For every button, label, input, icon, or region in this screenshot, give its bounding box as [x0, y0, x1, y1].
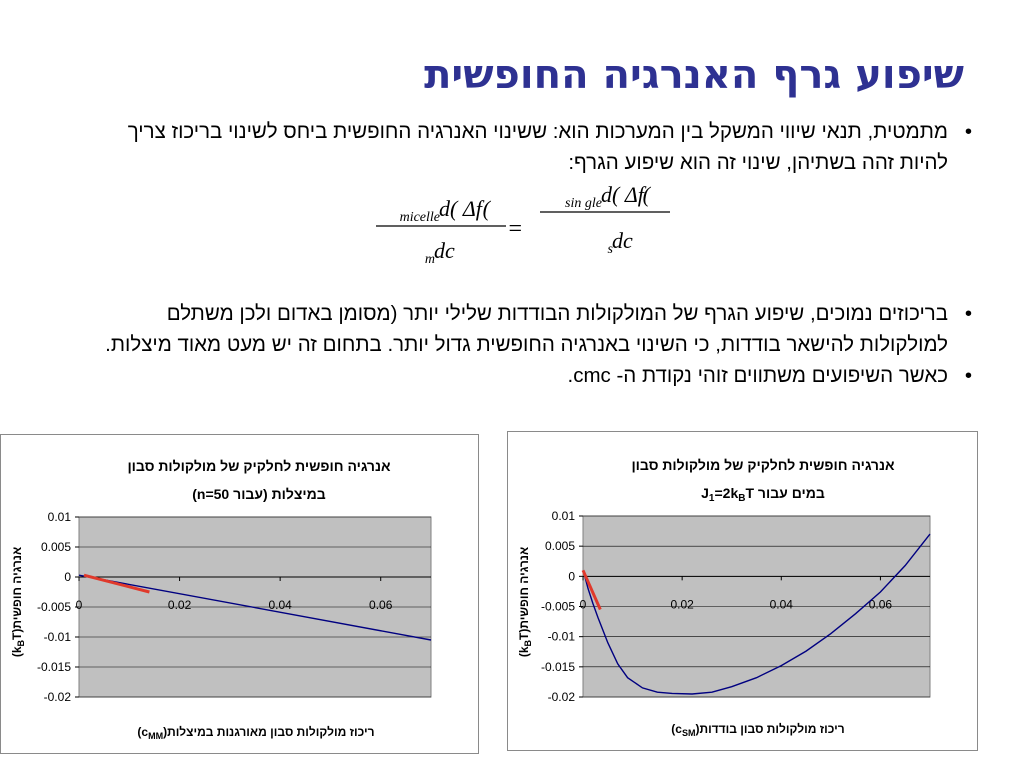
- formula-lhs-close: ): [483, 196, 492, 221]
- x-tick-label: 0: [580, 597, 587, 611]
- y-tick-label: -0.02: [44, 690, 72, 704]
- formula-lhs-subscript: micelle: [400, 210, 440, 225]
- x-tick-label: 0.06: [869, 597, 893, 611]
- page-title: שיפוע גרף האנרגיה החופשית: [424, 52, 964, 98]
- formula-svg: d( Δf micelle ) dc m = d( Δf sin gle ) d…: [376, 182, 670, 267]
- bullet-text-3: כאשר השיפועים משתווים זוהי נקודת ה- cmc.: [567, 364, 948, 387]
- plot-area: 0.01 0.005 0 -0.005 -0.01 -0.015 -0.02 0 0.02 0.0…: [541, 509, 931, 704]
- micelle-free-energy-chart: אנרגיה חופשית לחלקיק של מולקולות סבון במ…: [0, 434, 479, 754]
- y-tick-label: 0: [568, 569, 575, 583]
- series-line: [583, 533, 931, 695]
- chart-title-line-1: אנרגיה חופשית לחלקיק של מולקולות סבון: [127, 458, 391, 474]
- plot-area: 0.01 0.005 0 -0.005 -0.01 -0.015 -0.02 0 0.02 0.0…: [37, 510, 432, 704]
- formula-lhs-numerator: d( Δf: [439, 196, 485, 221]
- micelle-chart-svg: אנרגיה חופשית לחלקיק של מולקולות סבון במ…: [10, 458, 432, 741]
- x-tick-label: 0.04: [770, 597, 794, 611]
- formula-rhs-denominator: dc: [612, 228, 633, 253]
- y-tick-label: -0.005: [37, 600, 71, 614]
- y-tick-label: -0.015: [541, 660, 575, 674]
- y-axis-label: אנרגיה חופשית(kBT): [10, 547, 26, 657]
- y-axis-label: אנרגיה חופשית(kBT): [517, 547, 533, 657]
- bullet-marker: •: [964, 302, 972, 325]
- formula-equals: =: [508, 216, 522, 242]
- x-tick-label: 0.06: [369, 598, 393, 612]
- x-tick-label: 0.02: [168, 598, 192, 612]
- y-tick-label: -0.015: [37, 660, 71, 674]
- y-tick-label: -0.01: [548, 630, 576, 644]
- bullet-text-1: מתמטית, תנאי שיווי המשקל בין המערכות הוא…: [127, 120, 948, 174]
- x-tick-label: 0.04: [268, 598, 292, 612]
- bullet-item-3: • כאשר השיפועים משתווים זוהי נקודת ה- cm…: [74, 360, 974, 391]
- x-tick-label: 0: [76, 598, 83, 612]
- y-tick-label: 0.005: [41, 540, 71, 554]
- y-tick-label: 0.01: [48, 510, 72, 524]
- steep-slope-highlight: [581, 569, 602, 611]
- y-tick-label: -0.005: [541, 600, 575, 614]
- bullet-marker: •: [964, 120, 972, 143]
- y-tick-label: 0.01: [552, 509, 576, 523]
- single-molecule-free-energy-chart: אנרגיה חופשית לחלקיק של מולקולות סבון במ…: [507, 431, 978, 751]
- formula-rhs-subscript: sin gle: [565, 196, 602, 211]
- y-tick-label: -0.02: [548, 690, 576, 704]
- bullet-marker: •: [964, 364, 972, 387]
- formula-rhs-close: ): [643, 182, 652, 207]
- chart-title-line-2: במים עבור J1=2kBT: [701, 485, 825, 504]
- slope-equality-formula: d( Δf micelle ) dc m = d( Δf sin gle ) d…: [74, 178, 974, 298]
- y-tick-label: -0.01: [44, 630, 72, 644]
- bullet-list: • מתמטית, תנאי שיווי המשקל בין המערכות ה…: [74, 116, 974, 391]
- steep-slope-highlight: [83, 573, 150, 594]
- bullet-item-1: • מתמטית, תנאי שיווי המשקל בין המערכות ה…: [74, 116, 974, 178]
- chart-title-line-2: במיצלות (עבור n=50): [192, 486, 326, 502]
- formula-rhs-numerator: d( Δf: [601, 182, 647, 207]
- series-line: [78, 574, 432, 641]
- formula-lhs-denominator: dc: [434, 238, 455, 263]
- y-tick-label: 0: [64, 570, 71, 584]
- bullet-item-2: • בריכוזים נמוכים, שיפוע הגרף של המולקול…: [74, 298, 974, 360]
- bullet-text-2: בריכוזים נמוכים, שיפוע הגרף של המולקולות…: [105, 302, 948, 356]
- chart-title-line-1: אנרגיה חופשית לחלקיק של מולקולות סבון: [631, 457, 895, 473]
- formula-lhs-den-subscript: m: [425, 252, 435, 267]
- x-axis-label: ריכוז מולקולות סבון מאורגנות במיצלות(cMM…: [137, 725, 374, 741]
- formula-rhs-den-subscript: s: [608, 242, 614, 257]
- x-axis-label: ריכוז מולקולות סבון בודדות(cSM): [671, 722, 844, 738]
- x-tick-label: 0.02: [670, 597, 694, 611]
- y-tick-label: 0.005: [545, 539, 575, 553]
- single-chart-svg: אנרגיה חופשית לחלקיק של מולקולות סבון במ…: [517, 457, 931, 738]
